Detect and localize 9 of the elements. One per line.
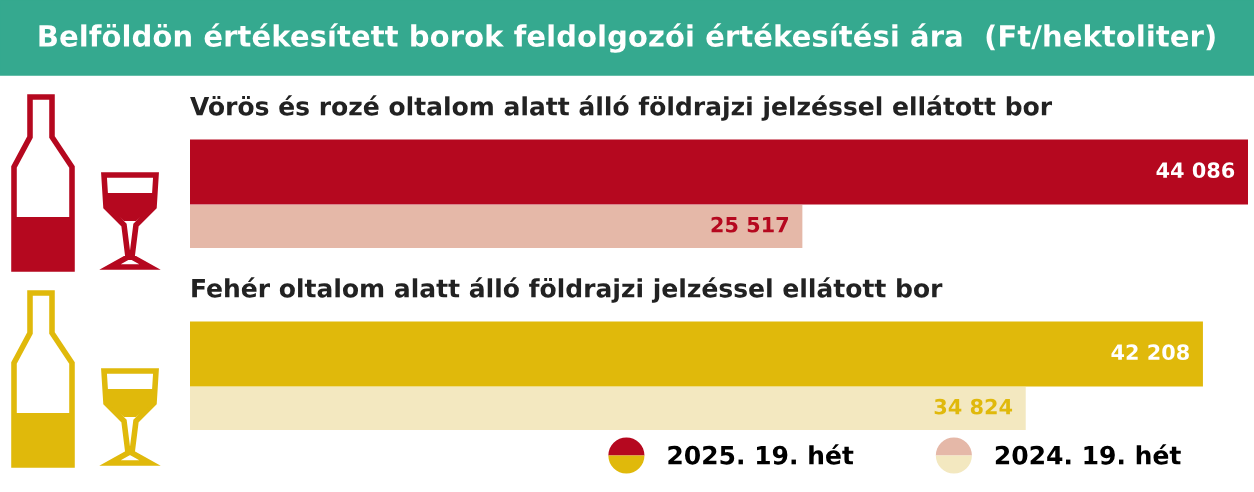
data-label: 34 824	[934, 398, 1013, 415]
legend-label: 2024. 19. hét	[995, 444, 1181, 465]
legend-label: 2025. 19. hét	[668, 444, 854, 465]
data-label: 25 517	[711, 216, 789, 233]
data-label: 44 086	[1156, 162, 1235, 179]
data-label: 42 208	[1111, 344, 1189, 361]
y-tick-label: Vörös és rozé oltalom alatt álló földrajzi jelzéssel ellátott bor	[190, 95, 1053, 121]
chart-title: Belföldön értékesített borok feldolgozói értékesítési ára (Ft/hektoliter)	[39, 23, 1215, 53]
y-tick-label: Fehér oltalom alatt álló földrajzi jelzéssel ellátott bor	[192, 277, 943, 303]
